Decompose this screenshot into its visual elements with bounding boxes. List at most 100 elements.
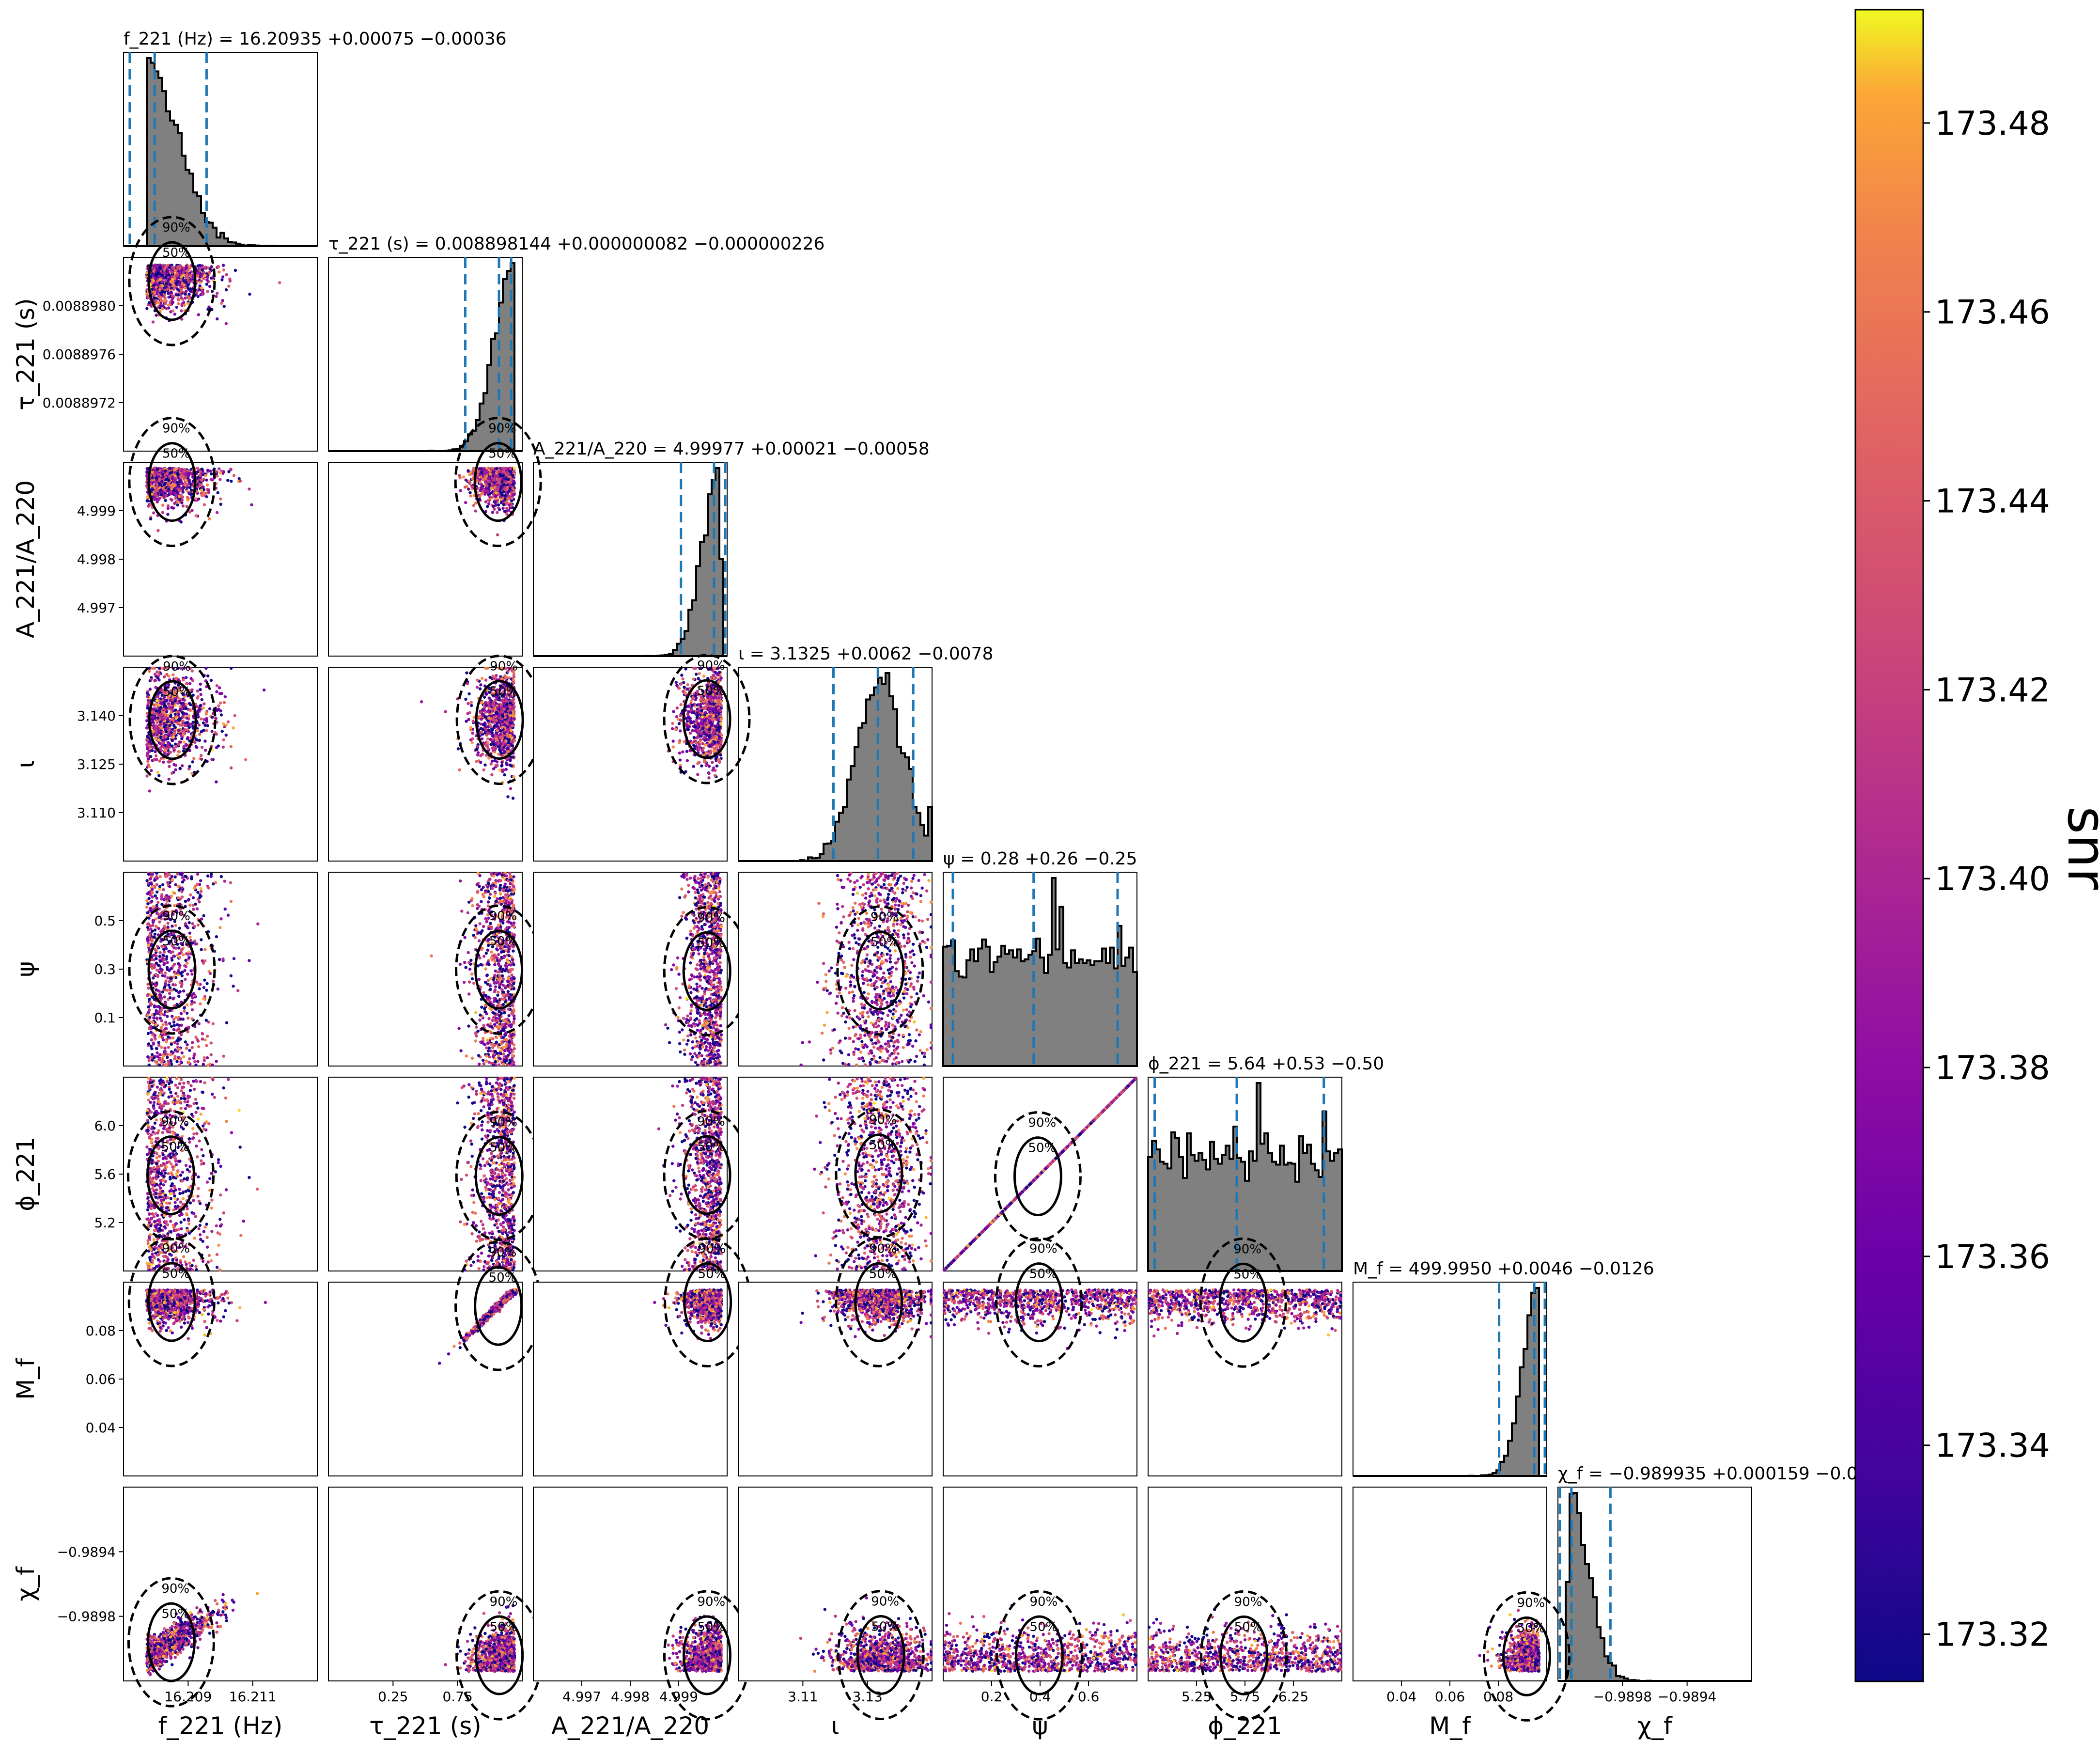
scatter-point: [472, 503, 475, 507]
scatter-point: [173, 725, 177, 729]
histogram-psi: ψ = 0.28 +0.26 −0.25: [942, 849, 1138, 1067]
scatter-point: [226, 478, 230, 482]
scatter-point: [512, 470, 515, 473]
panel-title: χ_f = −0.989935 +0.000159 −0.000059: [1558, 1464, 1913, 1484]
scatter-point: [198, 474, 202, 478]
scatter-point: [149, 517, 153, 521]
scatter-point: [215, 690, 218, 693]
scatter-point: [163, 738, 166, 742]
scatter-point: [495, 760, 499, 764]
scatter-point: [214, 717, 218, 721]
scatter-point: [155, 476, 158, 480]
scatter-point: [184, 292, 187, 296]
scatter-point: [200, 745, 204, 749]
scatter-point: [167, 303, 171, 307]
scatter-point: [202, 277, 205, 281]
scatter-point: [215, 732, 218, 736]
scatter-point: [174, 489, 177, 492]
scatter-point: [492, 743, 496, 746]
scatter-point: [508, 483, 512, 487]
scatter-point: [162, 276, 166, 280]
scatter-point: [476, 745, 479, 748]
scatter-point: [167, 704, 171, 707]
scatter-point: [498, 733, 502, 737]
scatter-point: [220, 278, 224, 282]
scatter-point: [482, 723, 485, 726]
scatter-point: [175, 287, 179, 291]
scatter-point: [165, 710, 169, 714]
scatter-point: [163, 297, 167, 300]
scatter-point: [148, 765, 151, 769]
scatter-point: [151, 287, 154, 291]
scatter-point: [487, 477, 491, 481]
scatter-point: [152, 283, 156, 287]
scatter-point: [670, 727, 674, 730]
scatter-point: [208, 284, 212, 288]
scatter-point: [696, 773, 700, 776]
scatter-point: [199, 483, 202, 486]
scatter-point: [167, 707, 171, 711]
scatter-point: [221, 299, 224, 302]
scatter-point: [161, 304, 165, 308]
scatter-point: [205, 719, 208, 722]
scatter-point: [232, 726, 235, 730]
scatter-point: [176, 293, 180, 297]
scatter-point: [199, 704, 202, 707]
scatter-point: [171, 736, 175, 739]
scatter-point: [178, 750, 181, 753]
scatter-point: [187, 471, 190, 475]
scatter-point: [156, 695, 160, 699]
scatter-point: [165, 285, 168, 289]
scatter-point: [513, 467, 516, 471]
scatter-point: [156, 770, 159, 774]
scatter-point: [169, 751, 172, 754]
scatter-point: [148, 503, 152, 507]
scatter-point: [468, 481, 472, 484]
scatter-point: [478, 467, 481, 471]
scatter-point: [177, 729, 181, 732]
scatter-point: [182, 678, 185, 682]
scatter-point: [201, 290, 204, 293]
scatter-point: [262, 688, 266, 692]
scatter-point: [209, 678, 213, 682]
scatter-point: [200, 717, 203, 721]
scatter-point: [187, 730, 190, 734]
scatter-point: [200, 488, 203, 492]
scatter-point: [458, 768, 462, 771]
scatter-point: [201, 268, 204, 272]
scatter-point: [173, 502, 176, 505]
scatter-point: [677, 741, 681, 745]
scatter-point: [155, 488, 159, 492]
scatter-point: [186, 496, 189, 499]
scatter-point: [495, 491, 498, 495]
scatter-point: [181, 504, 185, 508]
scatter-point: [155, 492, 158, 495]
scatter-point: [464, 697, 467, 701]
scatter-point: [156, 670, 159, 674]
scatter-point: [210, 290, 214, 293]
scatter-point: [183, 303, 186, 307]
scatter-point: [229, 666, 233, 670]
scatter-point: [176, 483, 180, 486]
scatter-point: [166, 483, 170, 486]
scatter-point: [162, 760, 165, 764]
scatter-point: [184, 296, 187, 300]
scatter-point: [678, 751, 682, 755]
scatter-point: [206, 674, 210, 678]
scatter-point: [171, 275, 174, 279]
scatter-point: [198, 733, 202, 736]
scatter-point: [189, 488, 193, 492]
scatter-point: [159, 723, 162, 727]
scatter-point: [170, 711, 173, 714]
scatter-point: [156, 727, 160, 730]
scatter-point: [155, 699, 159, 703]
scatter-point: [220, 301, 223, 305]
scatter-point: [151, 730, 155, 733]
scatter-point: [150, 487, 154, 490]
scatter-point: [150, 677, 153, 681]
scatter-point: [215, 684, 219, 688]
scatter-point: [482, 768, 485, 772]
histogram-iota: ι = 3.1325 +0.0062 −0.0078: [738, 644, 993, 862]
histogram-bars: [942, 877, 1138, 1067]
scatter-point: [509, 763, 512, 767]
